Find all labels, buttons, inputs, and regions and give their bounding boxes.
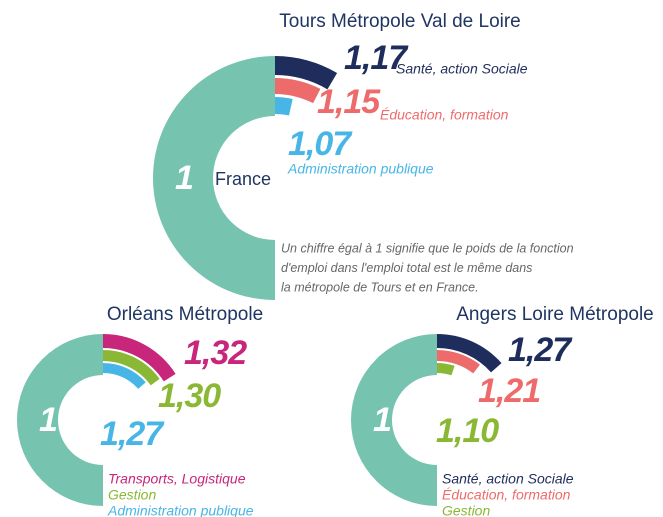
baseline-value: 1 xyxy=(39,401,57,439)
baseline-arc xyxy=(153,56,275,300)
baseline-label: France xyxy=(215,169,271,189)
baseline-arc xyxy=(17,334,103,506)
note-line: d'emploi dans l'emploi total est le même… xyxy=(281,261,532,275)
ratio-arc xyxy=(103,334,176,382)
legend-item: Gestion xyxy=(442,503,490,517)
value-label: 1,10 xyxy=(436,412,499,450)
value-label: 1,21 xyxy=(478,372,540,410)
ratio-arc xyxy=(275,78,321,104)
baseline-arc xyxy=(351,334,437,506)
ratio-arc xyxy=(103,363,146,389)
category-label: Éducation, formation xyxy=(380,107,509,123)
note-line: Un chiffre égal à 1 signifie que le poid… xyxy=(281,241,574,255)
chart-title: Orléans Métropole xyxy=(107,304,263,325)
baseline-value: 1 xyxy=(175,159,193,197)
baseline-value: 1 xyxy=(373,401,391,439)
legend-item: Éducation, formation xyxy=(442,487,571,503)
legend-item: Gestion xyxy=(108,487,156,503)
value-label: 1,15 xyxy=(317,83,381,121)
ratio-arc xyxy=(103,350,160,386)
note-line: la métropole de Tours et en France. xyxy=(281,280,479,294)
ratio-arc xyxy=(437,334,502,373)
ratio-arc xyxy=(275,97,293,116)
value-label: 1,17 xyxy=(344,39,409,77)
category-label: Santé, action Sociale xyxy=(396,61,528,77)
value-label: 1,32 xyxy=(184,334,247,372)
chart-title: Tours Métropole Val de Loire xyxy=(279,11,521,32)
chart-title: Angers Loire Métropole xyxy=(456,304,654,325)
value-label: 1,27 xyxy=(508,331,573,369)
category-label: Administration publique xyxy=(287,161,434,177)
ratio-arc xyxy=(275,56,338,90)
ratio-arc xyxy=(437,363,455,376)
legend-item: Santé, action Sociale xyxy=(442,471,574,487)
legend-item: Administration publique xyxy=(107,503,254,517)
value-label: 1,27 xyxy=(100,415,165,453)
legend-item: Transports, Logistique xyxy=(108,471,246,487)
value-label: 1,30 xyxy=(158,377,221,415)
value-label: 1,07 xyxy=(288,125,353,163)
ratio-arc xyxy=(437,350,480,374)
